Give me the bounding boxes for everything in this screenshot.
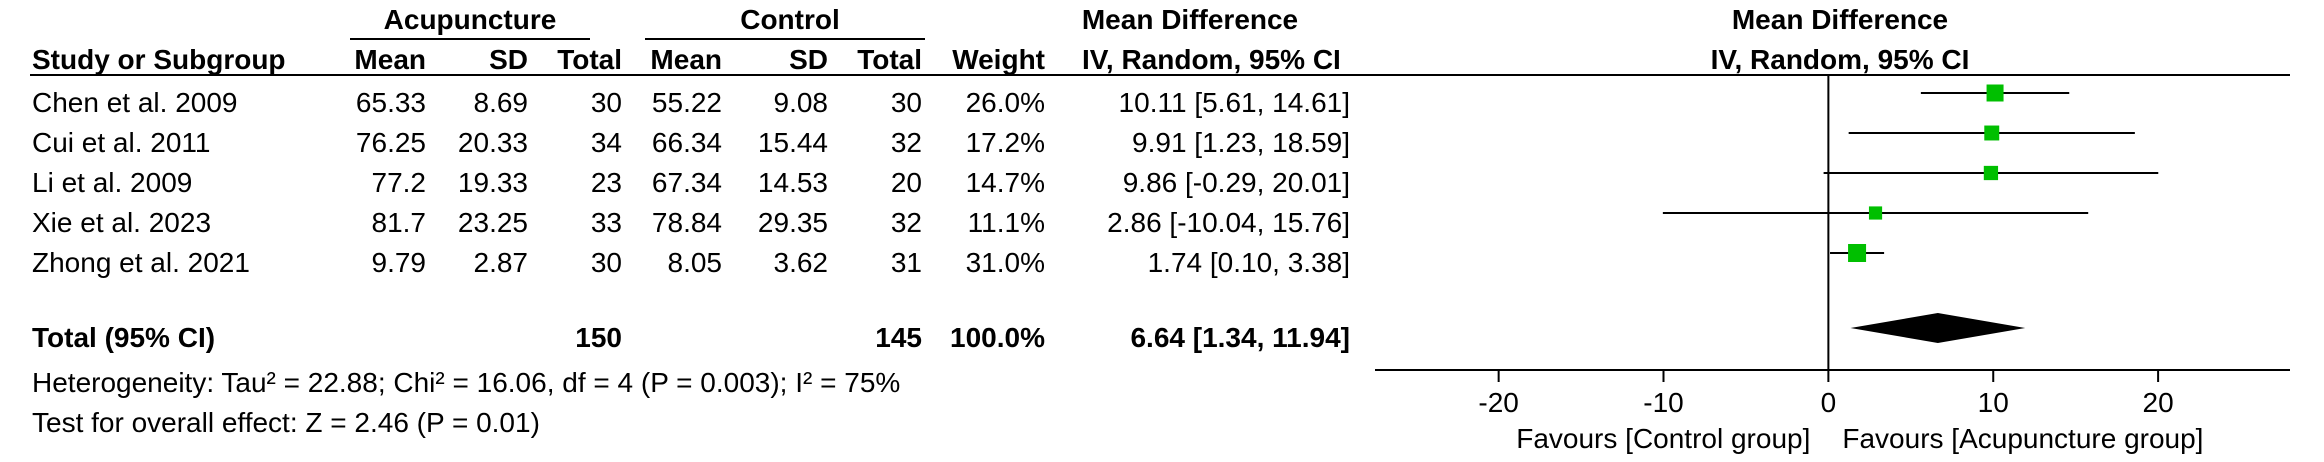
- study-sd1: 20.33: [457, 127, 528, 158]
- x-tick-label: -10: [1643, 387, 1683, 418]
- x-tick-label: 20: [2143, 387, 2174, 418]
- effect-square: [1868, 206, 1883, 220]
- study-sd2: 3.62: [773, 247, 829, 278]
- study-ci: 9.86 [-0.29, 20.01]: [1122, 167, 1350, 198]
- effect-square: [1984, 125, 2000, 141]
- effect-square: [1983, 165, 1999, 181]
- study-mean1: 9.79: [371, 247, 427, 278]
- x-tick-label: 10: [1978, 387, 2009, 418]
- study-sd2: 29.35: [757, 207, 828, 238]
- study-sd1: 2.87: [473, 247, 529, 278]
- study-ci: 2.86 [-10.04, 15.76]: [1107, 207, 1350, 238]
- total-weight: 100.0%: [950, 322, 1045, 353]
- study-name: Chen et al. 2009: [32, 87, 238, 118]
- study-mean1: 65.33: [355, 87, 426, 118]
- study-ci: 10.11 [5.61, 14.61]: [1118, 87, 1350, 118]
- study-weight: 31.0%: [965, 247, 1045, 278]
- study-weight: 14.7%: [965, 167, 1045, 198]
- study-mean2: 8.05: [667, 247, 723, 278]
- x-axis-ticks: -20 -10 0 10 20: [1478, 370, 2174, 418]
- study-marks: [1662, 84, 2159, 262]
- col-mean1: Mean: [354, 44, 426, 75]
- effect-square: [1848, 244, 1867, 262]
- study-sd1: 19.33: [457, 167, 528, 198]
- header-rule: [30, 74, 2290, 76]
- study-mean2: 67.34: [651, 167, 722, 198]
- study-n2: 32: [890, 127, 922, 158]
- study-mean1: 81.7: [371, 207, 427, 238]
- study-mean2: 66.34: [651, 127, 722, 158]
- col-sd1: SD: [489, 44, 528, 75]
- study-n2: 30: [890, 87, 922, 118]
- effect-header: Mean Difference: [1081, 4, 1299, 35]
- study-n1: 33: [590, 207, 622, 238]
- study-name: Li et al. 2009: [32, 167, 193, 198]
- plot-header: Mean Difference: [1731, 4, 1949, 35]
- col-weight: Weight: [952, 44, 1045, 75]
- col-total1: Total: [557, 44, 622, 75]
- study-n1: 30: [590, 247, 622, 278]
- col-mean2: Mean: [650, 44, 722, 75]
- group1-underline: [350, 38, 590, 40]
- effect-square: [1986, 84, 2004, 102]
- study-sd1: 8.69: [473, 87, 529, 118]
- study-n2: 32: [890, 207, 922, 238]
- study-sd2: 9.08: [773, 87, 829, 118]
- study-n1: 30: [590, 87, 622, 118]
- col-sd2: SD: [789, 44, 828, 75]
- plot-method: IV, Random, 95% CI: [1710, 44, 1970, 75]
- total-ci: 6.64 [1.34, 11.94]: [1130, 322, 1350, 353]
- study-n1: 34: [590, 127, 622, 158]
- col-ci: IV, Random, 95% CI: [1082, 44, 1341, 75]
- group2-header: Control: [740, 4, 840, 35]
- col-total2: Total: [857, 44, 922, 75]
- study-n2: 20: [890, 167, 922, 198]
- study-name: Xie et al. 2023: [32, 207, 212, 238]
- study-mean1: 76.25: [355, 127, 426, 158]
- study-n1: 23: [590, 167, 622, 198]
- x-tick-label: -20: [1478, 387, 1518, 418]
- study-name: Cui et al. 2011: [32, 127, 211, 158]
- study-weight: 26.0%: [965, 87, 1045, 118]
- x-tick-label: 0: [1821, 387, 1837, 418]
- study-ci: 9.91 [1.23, 18.59]: [1132, 127, 1350, 158]
- total-n2: 145: [875, 322, 922, 353]
- study-mean2: 55.22: [651, 87, 722, 118]
- study-mean1: 77.2: [371, 167, 427, 198]
- total-label: Total (95% CI): [32, 322, 216, 353]
- study-ci: 1.74 [0.10, 3.38]: [1147, 247, 1350, 278]
- study-weight: 11.1%: [967, 207, 1045, 238]
- favours-left-label: Favours [Control group]: [1516, 423, 1810, 454]
- group1-header: Acupuncture: [383, 4, 557, 35]
- total-n1: 150: [575, 322, 622, 353]
- overall-effect-text: Test for overall effect: Z = 2.46 (P = 0…: [32, 407, 540, 438]
- study-sd2: 14.53: [757, 167, 828, 198]
- heterogeneity-text: Heterogeneity: Tau² = 22.88; Chi² = 16.0…: [32, 367, 901, 398]
- group2-underline: [645, 38, 925, 40]
- favours-right-label: Favours [Acupuncture group]: [1842, 423, 2203, 454]
- study-name: Zhong et al. 2021: [32, 247, 250, 278]
- col-study: Study or Subgroup: [32, 44, 286, 75]
- study-n2: 31: [890, 247, 922, 278]
- study-sd2: 15.44: [757, 127, 828, 158]
- study-weight: 17.2%: [965, 127, 1045, 158]
- study-mean2: 78.84: [651, 207, 722, 238]
- study-sd1: 23.25: [457, 207, 528, 238]
- pooled-diamond: [1850, 313, 2026, 343]
